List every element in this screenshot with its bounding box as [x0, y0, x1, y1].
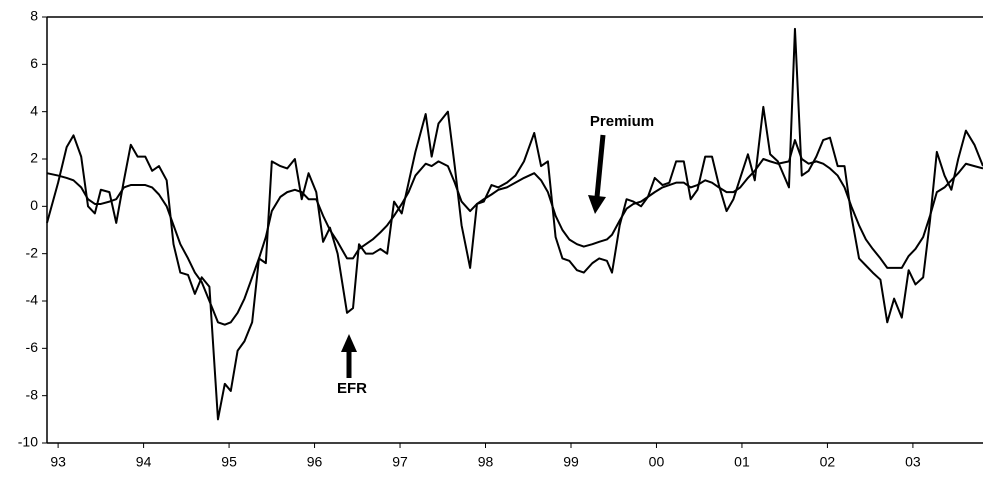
- arrow-head: [341, 334, 357, 352]
- x-tick-label: 99: [563, 454, 579, 470]
- annotation: EFR: [337, 380, 367, 397]
- annotation: Premium: [590, 113, 654, 130]
- x-tick-label: 95: [221, 454, 237, 470]
- y-tick-label: -8: [26, 386, 39, 402]
- x-tick-label: 97: [392, 454, 408, 470]
- y-tick-label: -4: [26, 292, 39, 308]
- x-tick-label: 00: [649, 454, 665, 470]
- data-line: [46, 139, 983, 326]
- y-tick-label: -10: [18, 434, 38, 450]
- data-line: [46, 27, 983, 421]
- arrow: [594, 134, 606, 198]
- y-tick-label: -2: [26, 244, 39, 260]
- x-tick-label: 93: [50, 454, 66, 470]
- x-tick-label: 01: [734, 454, 750, 470]
- y-tick-label: 0: [30, 197, 38, 213]
- x-tick-label: 94: [136, 454, 152, 470]
- y-tick-label: 8: [30, 8, 38, 24]
- x-tick-label: 96: [307, 454, 323, 470]
- x-tick-label: 03: [905, 454, 921, 470]
- y-tick-label: 6: [30, 55, 38, 71]
- x-tick-label: 02: [820, 454, 836, 470]
- y-tick-label: -6: [26, 339, 39, 355]
- y-tick-label: 4: [30, 102, 38, 118]
- y-tick-label: 2: [30, 150, 38, 166]
- x-tick-label: 98: [478, 454, 494, 470]
- arrow-head: [588, 195, 606, 214]
